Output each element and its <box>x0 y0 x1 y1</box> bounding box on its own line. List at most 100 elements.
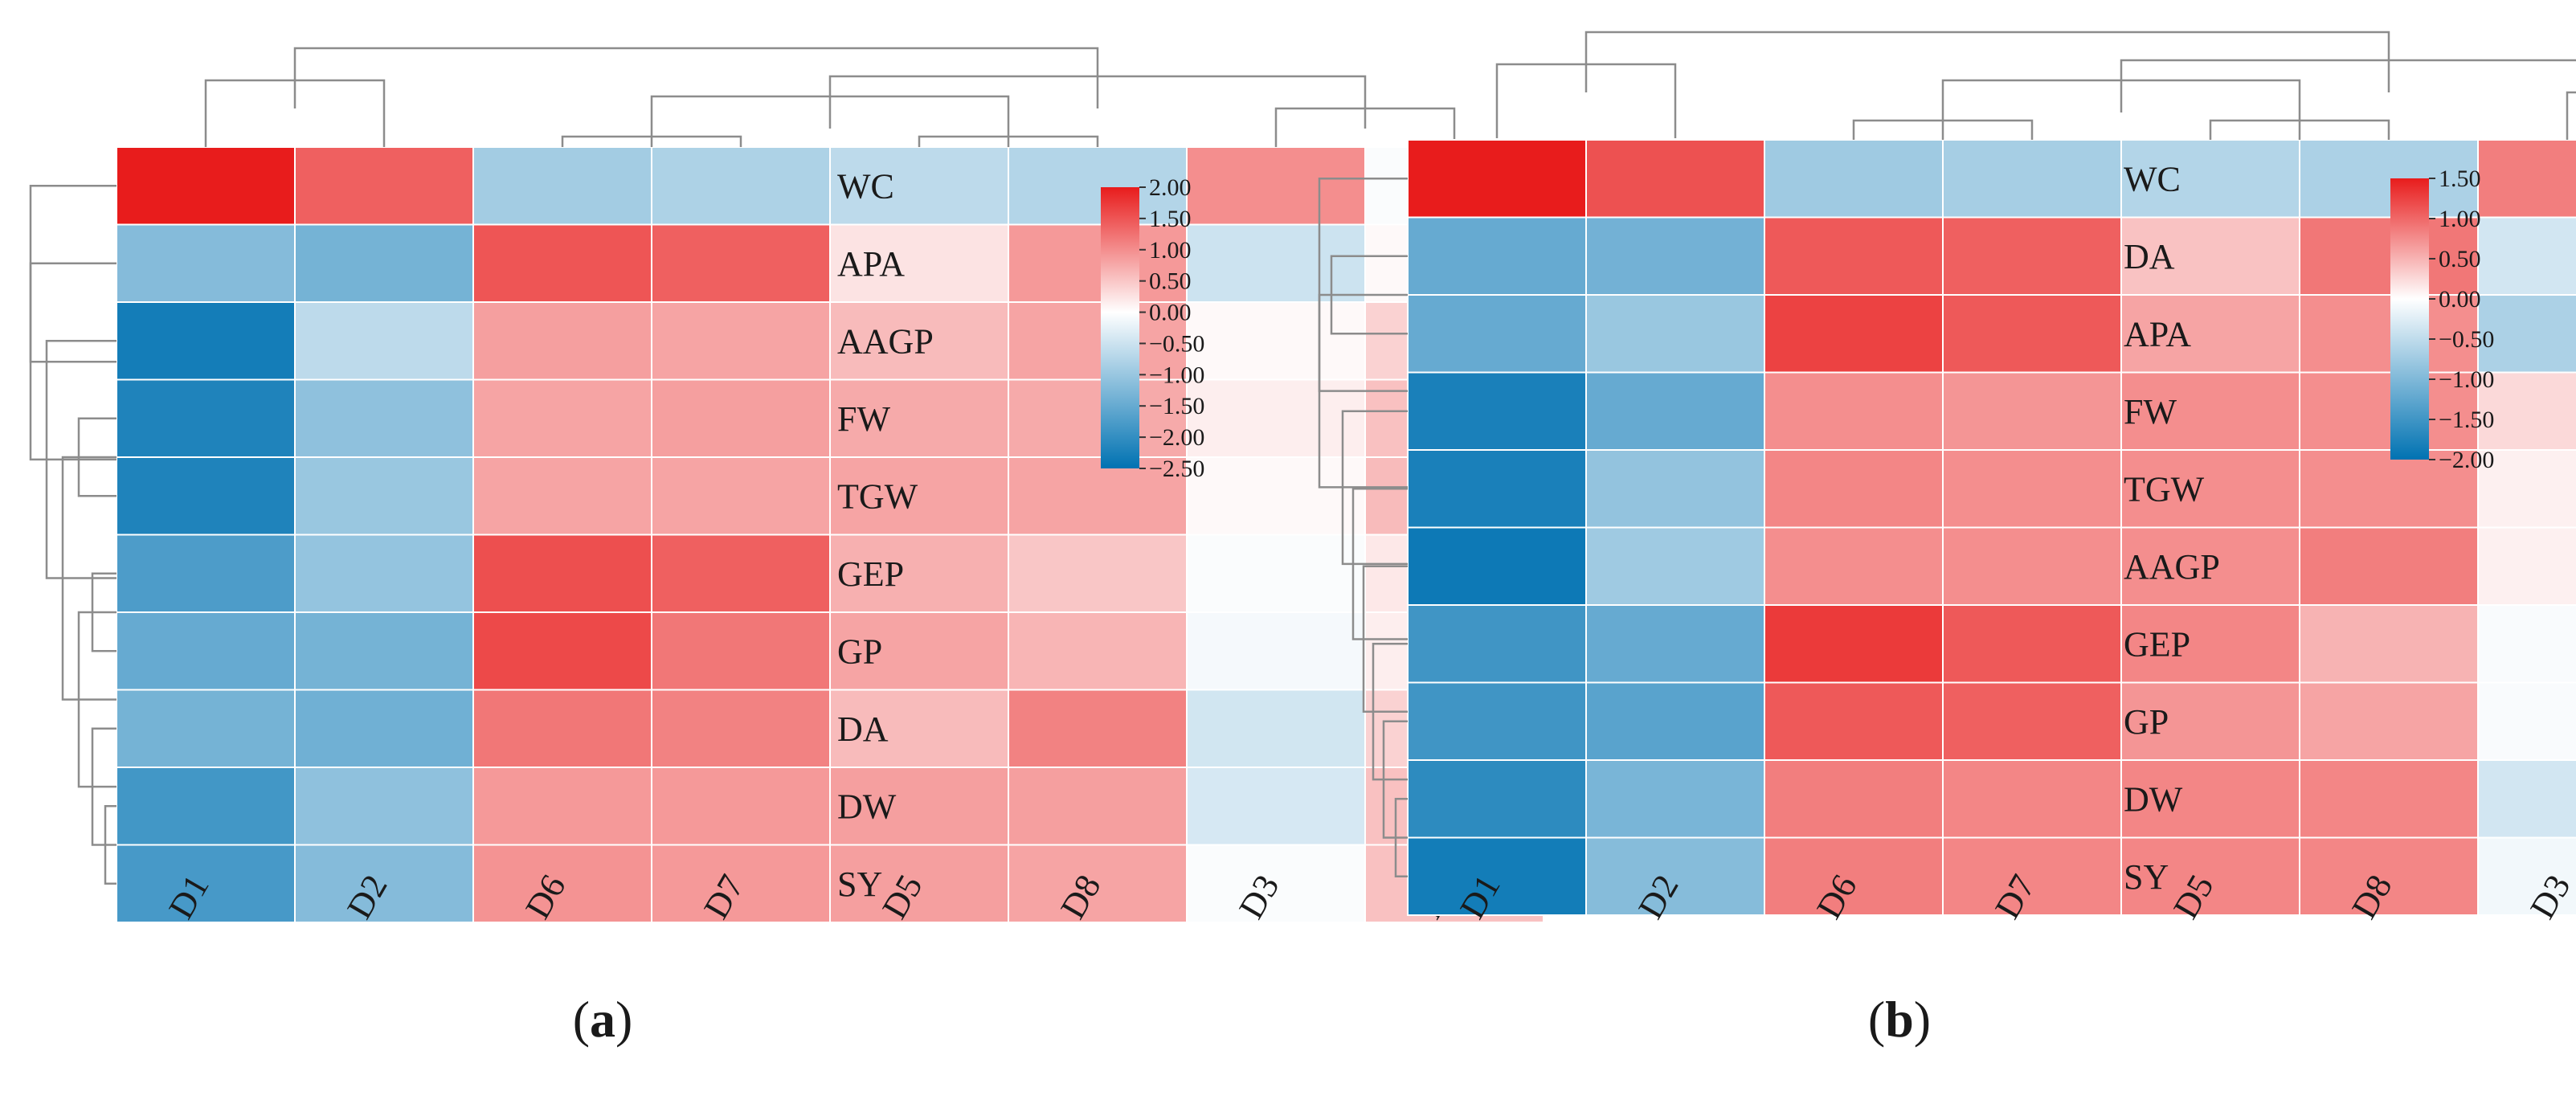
heatmap-cell <box>2120 526 2300 606</box>
heatmap-cell <box>1585 604 1765 684</box>
heatmap-cell <box>2477 759 2576 839</box>
row-label: APA <box>2124 314 2191 354</box>
heatmap-cell <box>829 689 1009 768</box>
column-dendrogram-branch <box>2566 91 2576 140</box>
heatmap-cell <box>2120 449 2300 529</box>
heatmap-cell <box>294 767 474 846</box>
heatmap-cell <box>294 301 474 381</box>
row-label: SY <box>837 865 882 904</box>
heatmap-cell <box>1764 759 1944 839</box>
row-label: GP <box>837 632 882 671</box>
heatmap-cell <box>2299 604 2479 684</box>
colorbar-tick-label: 0.00 <box>2439 286 2481 313</box>
heatmap-cell <box>1186 767 1366 846</box>
heatmap-cell <box>651 611 831 691</box>
heatmap-cell <box>829 611 1009 691</box>
row-label: WC <box>2124 159 2181 198</box>
heatmap-cell <box>1407 526 1587 606</box>
heatmap-cell <box>2477 526 2576 606</box>
row-label: GEP <box>837 554 904 594</box>
heatmap-cell <box>1942 139 2122 219</box>
heatmap-cell <box>2120 759 2300 839</box>
heatmap-cell <box>829 844 1009 923</box>
heatmap-cell <box>1008 767 1188 846</box>
panel-letter: b <box>1885 991 1914 1048</box>
heatmap-cell <box>472 767 652 846</box>
heatmap-cell <box>1407 371 1587 451</box>
colorbar <box>2390 178 2429 460</box>
heatmap-cell <box>1407 294 1587 374</box>
heatmap-cell <box>1585 216 1765 296</box>
heatmap-cell <box>294 611 474 691</box>
heatmap-cell <box>2299 681 2479 761</box>
heatmap-cell <box>1008 146 1188 226</box>
heatmap-cell <box>1186 301 1366 381</box>
heatmap-cell <box>651 767 831 846</box>
row-label: TGW <box>837 476 918 516</box>
heatmap-cell <box>2477 604 2576 684</box>
heatmap-cell <box>2477 371 2576 451</box>
heatmap-cell <box>1942 371 2122 451</box>
colorbar-tick-label: −1.50 <box>1149 393 1204 419</box>
heatmap-cell <box>1942 604 2122 684</box>
heatmap-cell <box>651 378 831 458</box>
heatmap-cell <box>472 689 652 768</box>
heatmap-cell <box>116 844 296 923</box>
row-label: DW <box>837 787 897 826</box>
colorbar-tick-label: 0.00 <box>1149 300 1192 326</box>
heatmap-cell <box>1585 449 1765 529</box>
heatmap-cell <box>1407 759 1587 839</box>
heatmap-cell <box>651 844 831 923</box>
heatmap-cell <box>651 534 831 613</box>
heatmap-cell <box>472 611 652 691</box>
heatmap-cell <box>1008 301 1188 381</box>
heatmap-cell <box>2299 759 2479 839</box>
heatmap-cell <box>1585 371 1765 451</box>
heatmap-cell <box>1186 611 1366 691</box>
heatmap-cell <box>294 456 474 536</box>
row-label: DW <box>2124 779 2183 819</box>
heatmap-cell <box>2477 216 2576 296</box>
heatmap-cell <box>472 223 652 303</box>
heatmap-cell <box>1942 681 2122 761</box>
colorbar-tick-label: 1.00 <box>2439 206 2481 232</box>
heatmap-cell <box>829 456 1009 536</box>
row-label: AAGP <box>837 321 934 361</box>
colorbar-tick-label: 0.50 <box>2439 246 2481 272</box>
heatmap-cell <box>1008 611 1188 691</box>
panel-label: (a) <box>573 991 633 1048</box>
heatmap-cell <box>1186 146 1366 226</box>
row-label: GEP <box>2124 624 2190 664</box>
colorbar-tick-label: −2.00 <box>2439 447 2494 473</box>
heatmap-cell <box>1585 526 1765 606</box>
heatmap-cell <box>1186 456 1366 536</box>
colorbar-tick-label: 1.50 <box>1149 206 1192 232</box>
row-dendrogram-branch <box>1318 178 1408 392</box>
heatmap-cell <box>1407 139 1587 219</box>
heatmap-cell <box>472 378 652 458</box>
heatmap-cell <box>116 223 296 303</box>
heatmap-cell <box>472 146 652 226</box>
row-label: DA <box>837 709 889 749</box>
heatmap-cell <box>1764 139 1944 219</box>
heatmap-cell <box>472 844 652 923</box>
heatmap-cell <box>2477 139 2576 219</box>
heatmap-cell <box>651 689 831 768</box>
heatmap-cell <box>829 146 1009 226</box>
colorbar-tick-label: 2.00 <box>1149 174 1192 201</box>
heatmap-cell <box>829 534 1009 613</box>
heatmap-cell <box>1186 689 1366 768</box>
colorbar <box>1101 187 1139 468</box>
heatmap-cell <box>2299 449 2479 529</box>
heatmap-cell <box>116 689 296 768</box>
colorbar-tick-label: −1.00 <box>1149 362 1204 388</box>
heatmap-cell <box>294 689 474 768</box>
row-label: GP <box>2124 702 2169 742</box>
heatmap-cell <box>1942 526 2122 606</box>
column-dendrogram-branch <box>293 47 1099 108</box>
heatmap-cell <box>2299 836 2479 916</box>
heatmap-cell <box>1407 449 1587 529</box>
heatmap-cell <box>1764 526 1944 606</box>
heatmap-cell <box>1764 836 1944 916</box>
